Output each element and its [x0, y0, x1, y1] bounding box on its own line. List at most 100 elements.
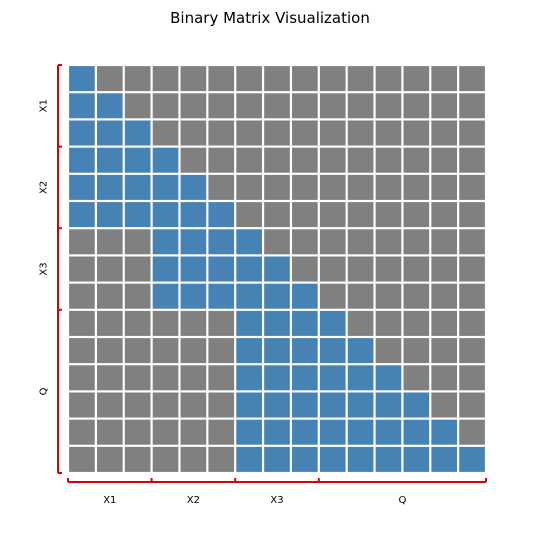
- matrix-cell-r7-c2: [124, 256, 151, 282]
- matrix-cell-r1-c1: [96, 93, 123, 119]
- matrix-cell-r11-c13: [431, 365, 458, 391]
- matrix-cell-r1-c6: [236, 93, 262, 119]
- matrix-cell-r1-c10: [347, 93, 374, 119]
- matrix-cell-r6-c5: [208, 229, 235, 255]
- matrix-cell-r7-c11: [375, 256, 402, 282]
- matrix-cell-r1-c8: [292, 93, 318, 119]
- matrix-cell-r12-c13: [431, 392, 458, 418]
- matrix-cell-r3-c4: [180, 147, 207, 173]
- matrix-cell-r8-c9: [319, 283, 346, 309]
- matrix-cell-r1-c3: [152, 93, 179, 119]
- matrix-cell-r4-c2: [124, 174, 151, 200]
- matrix-cell-r11-c9: [319, 365, 346, 391]
- matrix-cell-r3-c10: [347, 147, 374, 173]
- matrix-cell-r12-c7: [264, 392, 290, 418]
- matrix-cell-r13-c4: [180, 419, 207, 445]
- matrix-cell-r4-c4: [180, 174, 207, 200]
- matrix-cell-r7-c6: [236, 256, 262, 282]
- matrix-cell-r8-c11: [375, 283, 402, 309]
- matrix-cell-r7-c3: [152, 256, 179, 282]
- matrix-cell-r14-c3: [152, 446, 179, 472]
- matrix-cell-r0-c14: [459, 66, 485, 92]
- matrix-cell-r1-c5: [208, 93, 235, 119]
- matrix-cell-r14-c8: [292, 446, 318, 472]
- matrix-cell-r1-c12: [403, 93, 430, 119]
- row-group-label-1: X2: [39, 181, 50, 194]
- matrix-cell-r10-c4: [180, 338, 207, 364]
- matrix-cell-r11-c2: [124, 365, 151, 391]
- matrix-cell-r12-c3: [152, 392, 179, 418]
- matrix-cell-r8-c2: [124, 283, 151, 309]
- matrix-cell-r12-c1: [96, 392, 123, 418]
- matrix-cell-r5-c14: [459, 202, 485, 228]
- matrix-cell-r13-c12: [403, 419, 430, 445]
- matrix-cell-r6-c14: [459, 229, 485, 255]
- matrix-cell-r12-c4: [180, 392, 207, 418]
- matrix-cell-r13-c7: [264, 419, 290, 445]
- matrix-cell-r2-c14: [459, 120, 485, 146]
- matrix-cell-r0-c9: [319, 66, 346, 92]
- matrix-cell-r3-c7: [264, 147, 290, 173]
- matrix-cell-r4-c13: [431, 174, 458, 200]
- matrix-cell-r11-c0: [69, 365, 95, 391]
- matrix-cell-r0-c3: [152, 66, 179, 92]
- matrix-cell-r5-c5: [208, 202, 235, 228]
- matrix-cell-r0-c10: [347, 66, 374, 92]
- matrix-cell-r5-c9: [319, 202, 346, 228]
- matrix-cell-r12-c8: [292, 392, 318, 418]
- matrix-cell-r8-c4: [180, 283, 207, 309]
- matrix-cell-r10-c8: [292, 338, 318, 364]
- matrix-cell-r8-c14: [459, 283, 485, 309]
- matrix-cell-r5-c10: [347, 202, 374, 228]
- matrix-cell-r5-c4: [180, 202, 207, 228]
- matrix-cell-r14-c6: [236, 446, 262, 472]
- matrix-cell-r11-c1: [96, 365, 123, 391]
- matrix-cell-r1-c2: [124, 93, 151, 119]
- matrix-cell-r2-c3: [152, 120, 179, 146]
- matrix-cell-r8-c0: [69, 283, 95, 309]
- matrix-cell-r5-c7: [264, 202, 290, 228]
- matrix-cell-r11-c6: [236, 365, 262, 391]
- matrix-cell-r10-c1: [96, 338, 123, 364]
- matrix-cell-r12-c2: [124, 392, 151, 418]
- matrix-cell-r0-c1: [96, 66, 123, 92]
- matrix-cell-r4-c11: [375, 174, 402, 200]
- matrix-cell-r3-c6: [236, 147, 262, 173]
- matrix-cell-r14-c0: [69, 446, 95, 472]
- matrix-cell-r5-c2: [124, 202, 151, 228]
- matrix-cell-r11-c12: [403, 365, 430, 391]
- matrix-cell-r2-c7: [264, 120, 290, 146]
- matrix-cell-r4-c10: [347, 174, 374, 200]
- matrix-cell-r7-c0: [69, 256, 95, 282]
- matrix-cell-r14-c4: [180, 446, 207, 472]
- matrix-cell-r5-c8: [292, 202, 318, 228]
- matrix-cell-r7-c7: [264, 256, 290, 282]
- matrix-cell-r10-c13: [431, 338, 458, 364]
- matrix-cell-r10-c7: [264, 338, 290, 364]
- matrix-cell-r9-c9: [319, 310, 346, 336]
- matrix-cell-r12-c10: [347, 392, 374, 418]
- group-brackets: [57, 64, 487, 483]
- matrix-cell-r5-c13: [431, 202, 458, 228]
- matrix-cell-r5-c0: [69, 202, 95, 228]
- matrix-cell-r2-c2: [124, 120, 151, 146]
- matrix-cell-r9-c7: [264, 310, 290, 336]
- matrix-cell-r10-c2: [124, 338, 151, 364]
- matrix-cell-r9-c3: [152, 310, 179, 336]
- matrix-cell-r4-c0: [69, 174, 95, 200]
- matrix-cell-r3-c8: [292, 147, 318, 173]
- col-group-label-1: X2: [187, 495, 200, 506]
- col-group-label-0: X1: [103, 495, 116, 506]
- matrix-cell-r9-c2: [124, 310, 151, 336]
- group-labels: X1 X2 X3 Q X1 X2 X3 Q: [39, 99, 407, 506]
- matrix-cell-r0-c2: [124, 66, 151, 92]
- matrix-cell-r0-c6: [236, 66, 262, 92]
- matrix-cell-r6-c13: [431, 229, 458, 255]
- matrix-cell-r9-c0: [69, 310, 95, 336]
- matrix-cell-r11-c7: [264, 365, 290, 391]
- matrix-cell-r7-c9: [319, 256, 346, 282]
- matrix-cell-r14-c2: [124, 446, 151, 472]
- matrix-cell-r5-c12: [403, 202, 430, 228]
- matrix-cell-r6-c12: [403, 229, 430, 255]
- matrix-cell-r13-c2: [124, 419, 151, 445]
